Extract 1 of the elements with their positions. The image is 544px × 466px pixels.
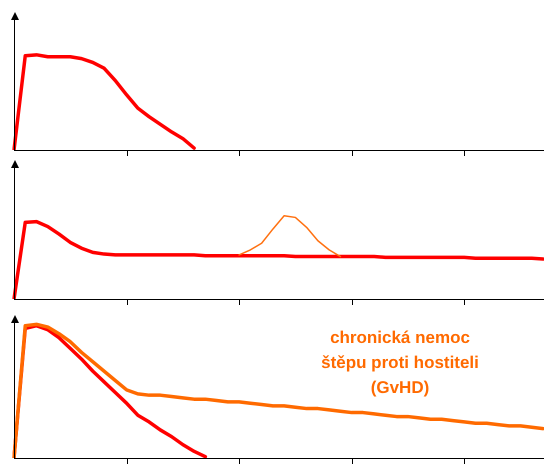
series-label: chronická nemoc štěpu proti hostiteli (GvHD) [320, 327, 480, 399]
